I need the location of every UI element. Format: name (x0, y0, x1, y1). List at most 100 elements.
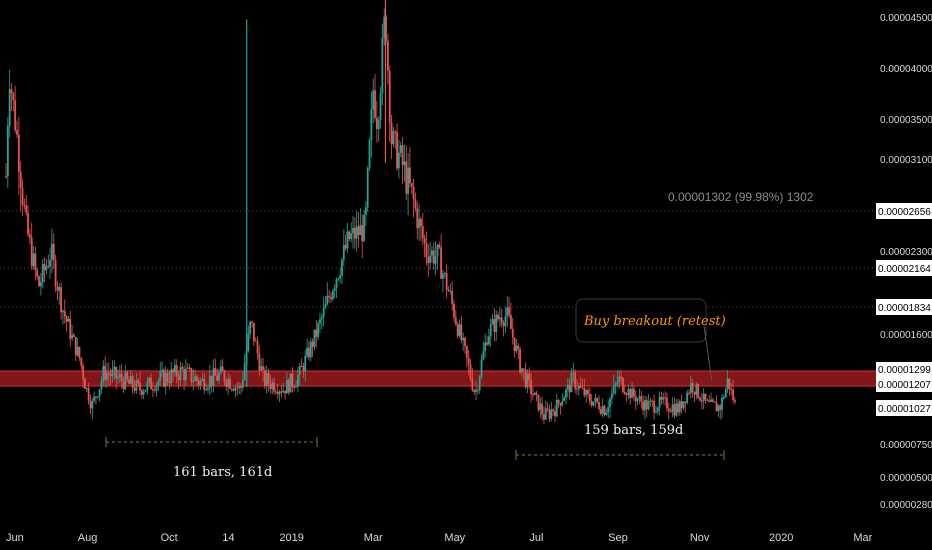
candle-body (317, 323, 320, 337)
candle-body (412, 186, 415, 200)
candle-body (592, 401, 595, 406)
candle-body (627, 389, 630, 395)
candle-body (320, 317, 323, 320)
candle-body (39, 282, 42, 287)
candle-body (350, 233, 353, 240)
candle-body (713, 401, 716, 403)
candle-body (186, 367, 189, 369)
candle-body (218, 372, 220, 381)
svg-text:0.00001027: 0.00001027 (878, 404, 931, 415)
candle-body (201, 378, 204, 381)
candle-body (151, 389, 154, 391)
candle-body (38, 276, 40, 287)
time-tick: Jun (6, 532, 24, 544)
candle-body (666, 397, 668, 409)
candle-body (407, 167, 409, 194)
candle-body (550, 409, 553, 419)
candle-body (302, 366, 305, 372)
candle-body (319, 319, 321, 324)
candle-body (443, 272, 446, 274)
candle-body (109, 374, 112, 377)
candle-body (511, 328, 514, 338)
candle-body (339, 275, 342, 279)
candle-body (126, 372, 129, 380)
candle-body (45, 266, 48, 271)
candle-body (607, 407, 610, 413)
candle-body (733, 400, 736, 402)
time-axis[interactable]: Jun Aug Oct 14 2019 Mar May Jul Sep Nov 2020 Mar (6, 532, 873, 544)
candle-body (521, 368, 523, 373)
candle-body (96, 396, 99, 398)
candle-body (256, 341, 259, 354)
candle-body (688, 392, 690, 394)
candle-body (418, 218, 420, 229)
candle-body (543, 414, 545, 420)
candle-body (410, 183, 413, 187)
svg-text:0.00001207: 0.00001207 (878, 380, 931, 391)
svg-text:0.00001834: 0.00001834 (878, 303, 931, 314)
candle-body (330, 297, 332, 300)
candle-body (74, 336, 77, 356)
candle-body (230, 388, 233, 390)
candle-body (168, 381, 171, 384)
candle-body (128, 379, 130, 384)
candle-body (456, 324, 459, 336)
candle-body (366, 168, 369, 208)
candle-body (722, 397, 725, 399)
candle-body (537, 394, 540, 411)
candle-body (27, 212, 29, 235)
candle-body (185, 368, 187, 381)
candle-body (208, 375, 211, 388)
candle-body (721, 397, 723, 410)
candle-body (403, 161, 406, 166)
candle-body (227, 379, 230, 387)
price-tick: 0.00004000 (880, 64, 932, 75)
candle-body (680, 401, 683, 409)
candle-body (300, 365, 303, 367)
candle-body (706, 399, 709, 401)
candle-body (269, 384, 272, 389)
candle-body (91, 400, 94, 409)
candle-body (348, 231, 351, 240)
candle-body (276, 392, 279, 395)
candle-body (214, 368, 217, 376)
candle-body (656, 407, 659, 412)
candle-body (394, 131, 397, 133)
candle-body (667, 408, 670, 412)
candle-body (324, 304, 327, 309)
candle-body (392, 131, 395, 145)
candle-body (106, 372, 108, 380)
candle-body (225, 381, 228, 387)
candle-body (232, 389, 235, 391)
candle-body (535, 392, 538, 395)
candle-body (229, 379, 231, 389)
candle-body (308, 347, 310, 358)
candle-body (280, 391, 283, 393)
candle-body (293, 387, 296, 389)
candle-body (192, 380, 195, 383)
buy-callout-box[interactable] (575, 298, 707, 343)
candle-body (199, 380, 202, 385)
candle-body (311, 341, 314, 347)
time-tick: Jul (529, 532, 543, 544)
candle-body (557, 399, 560, 404)
candle-body (504, 316, 507, 326)
candle-body (447, 289, 450, 292)
candle-body (286, 380, 288, 394)
candle-body (697, 384, 700, 398)
candle-series (5, 0, 736, 424)
candle-body (653, 401, 656, 413)
candle-body (372, 90, 375, 110)
candle-body (219, 366, 222, 373)
candle-body (554, 411, 556, 417)
candle-body (166, 372, 169, 382)
candle-body (16, 130, 18, 135)
candle-body (719, 405, 722, 410)
candle-body (555, 399, 558, 417)
candle-body (306, 347, 309, 356)
candle-body (421, 226, 424, 239)
candle-body (620, 376, 622, 379)
price-axis[interactable]: 0.00004500 0.00004000 0.00003500 0.00003… (876, 13, 932, 511)
